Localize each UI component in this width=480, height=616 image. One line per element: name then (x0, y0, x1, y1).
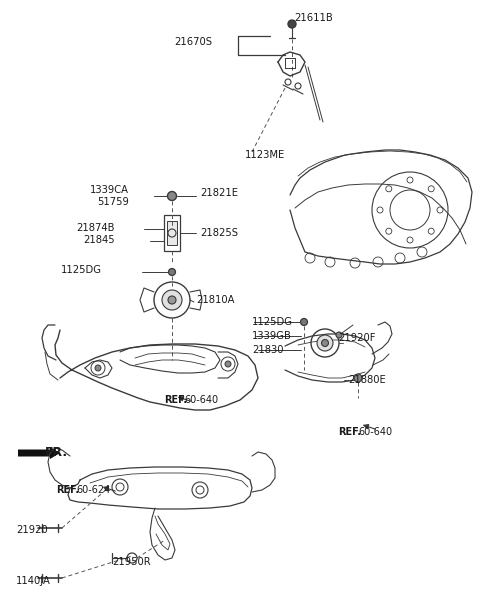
Circle shape (168, 296, 176, 304)
Text: 51759: 51759 (97, 197, 129, 207)
Circle shape (95, 365, 101, 371)
Text: 21920F: 21920F (338, 333, 375, 343)
Text: 21880E: 21880E (348, 375, 386, 385)
Text: 21950R: 21950R (112, 557, 151, 567)
Bar (167, 221, 177, 245)
Circle shape (288, 20, 296, 28)
Text: 21874B: 21874B (76, 223, 115, 233)
Text: 21670S: 21670S (174, 37, 212, 47)
Text: 60-640: 60-640 (358, 427, 392, 437)
Text: 60-624: 60-624 (76, 485, 110, 495)
Circle shape (322, 339, 328, 346)
Circle shape (300, 318, 308, 325)
Text: 1339GB: 1339GB (252, 331, 292, 341)
Text: 1140JA: 1140JA (16, 576, 51, 586)
Text: 21810A: 21810A (196, 295, 235, 305)
FancyArrow shape (18, 447, 60, 459)
Text: 21821E: 21821E (200, 188, 238, 198)
Text: REF.: REF. (164, 395, 187, 405)
Text: REF.: REF. (56, 485, 79, 495)
Text: 60-640: 60-640 (184, 395, 218, 405)
Text: 21845: 21845 (83, 235, 115, 245)
Text: 21830: 21830 (252, 345, 284, 355)
Text: 1339CA: 1339CA (90, 185, 129, 195)
Circle shape (336, 332, 342, 338)
Text: 1125DG: 1125DG (252, 317, 293, 327)
Text: 21611B: 21611B (294, 13, 333, 23)
Text: 1123ME: 1123ME (245, 150, 285, 160)
Text: 21825S: 21825S (200, 228, 238, 238)
Circle shape (317, 335, 333, 351)
Bar (164, 215, 180, 251)
Circle shape (162, 290, 182, 310)
Circle shape (168, 192, 177, 200)
Text: 1125DG: 1125DG (61, 265, 102, 275)
Text: 21920: 21920 (16, 525, 48, 535)
Circle shape (168, 269, 176, 275)
Circle shape (354, 374, 362, 382)
Circle shape (225, 361, 231, 367)
Text: FR.: FR. (45, 447, 68, 460)
Text: REF.: REF. (338, 427, 361, 437)
